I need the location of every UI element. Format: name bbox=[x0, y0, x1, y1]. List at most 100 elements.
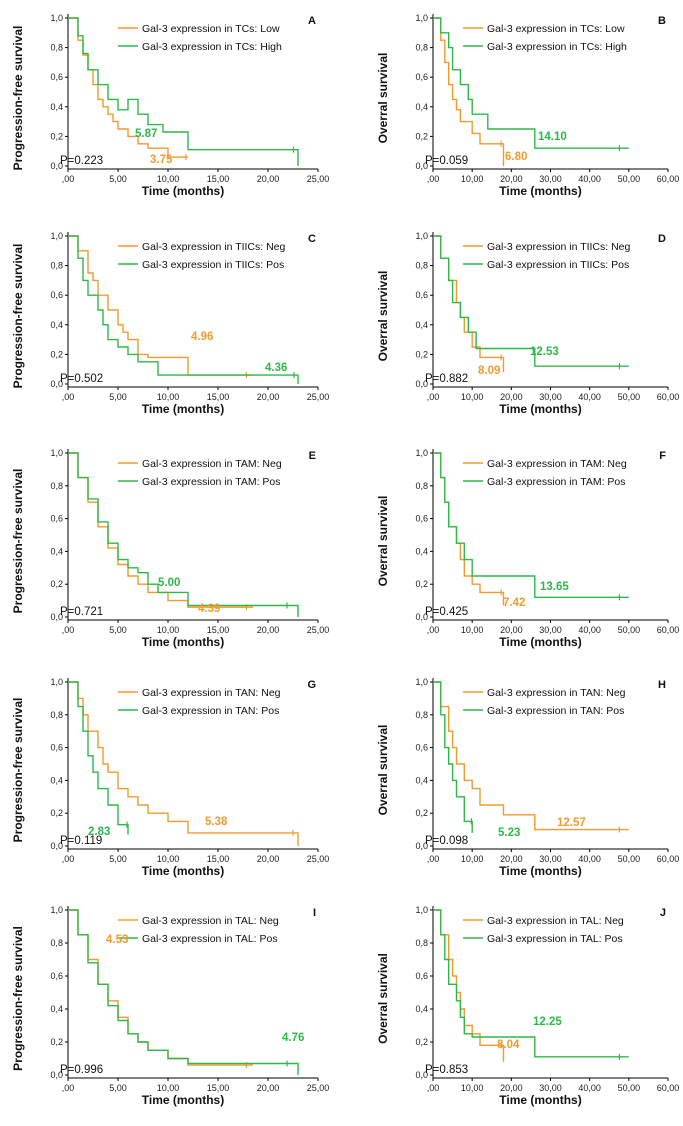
x-tick-label: 30,00 bbox=[539, 174, 562, 184]
km-curve-group2 bbox=[433, 235, 629, 367]
x-tick-label: 5,00 bbox=[109, 174, 127, 184]
p-value: P=0.119 bbox=[60, 835, 102, 847]
x-tick-label: 50,00 bbox=[618, 392, 641, 402]
y-tick-label: 0,0 bbox=[50, 841, 63, 851]
y-tick-label: 0,0 bbox=[50, 379, 63, 389]
y-tick-label: 0,4 bbox=[50, 1004, 63, 1014]
p-value: P=0.425 bbox=[425, 606, 468, 618]
x-tick-label: 60,00 bbox=[657, 174, 680, 184]
median-survival-label: 4.76 bbox=[282, 1032, 304, 1044]
x-axis-title: Time (months) bbox=[142, 184, 224, 198]
median-survival-label: 5.00 bbox=[158, 577, 180, 589]
x-tick-label: 20,00 bbox=[500, 854, 523, 864]
km-curve-group2 bbox=[68, 909, 299, 1075]
x-tick-label: 20,00 bbox=[257, 174, 280, 184]
km-panel-i: 0,0 0,2 0,4 0,6 0,8 1,0 ,00 5,00 10,00 15,00 20,00… bbox=[11, 905, 329, 1107]
x-tick-label: 60,00 bbox=[657, 1083, 680, 1093]
y-tick-label: 0,6 bbox=[50, 971, 63, 981]
y-tick-label: 0,0 bbox=[415, 841, 428, 851]
y-tick-label: 1,0 bbox=[415, 677, 428, 687]
legend-label: Gal-3 expression in TCs: High bbox=[487, 41, 627, 53]
legend-label: Gal-3 expression in TCs: Low bbox=[142, 23, 280, 35]
p-value: P=0.882 bbox=[425, 373, 468, 385]
legend-label: Gal-3 expression in TCs: Low bbox=[487, 23, 625, 35]
panel-letter: I bbox=[313, 907, 316, 919]
p-value: P=0.721 bbox=[60, 606, 103, 618]
x-tick-label: 10,00 bbox=[461, 854, 484, 864]
y-tick-label: 0,6 bbox=[415, 743, 428, 753]
legend-label: Gal-3 expression in TAL: Pos bbox=[487, 933, 623, 945]
x-tick-label: 20,00 bbox=[500, 1083, 523, 1093]
y-tick-label: 0,8 bbox=[50, 481, 63, 491]
x-tick-label: 25,00 bbox=[307, 174, 330, 184]
median-survival-label: 12.53 bbox=[530, 346, 559, 358]
x-tick-label: 20,00 bbox=[257, 1083, 280, 1093]
y-tick-label: 1,0 bbox=[50, 448, 63, 458]
x-tick-label: ,00 bbox=[62, 392, 75, 402]
y-tick-label: 0,4 bbox=[50, 775, 63, 785]
x-tick-label: 10,00 bbox=[461, 1083, 484, 1093]
median-survival-label: 5.38 bbox=[205, 816, 228, 828]
y-tick-label: 0,0 bbox=[415, 379, 428, 389]
x-tick-label: 25,00 bbox=[307, 392, 330, 402]
x-tick-label: 5,00 bbox=[109, 1083, 127, 1093]
km-panel-b: 0,0 0,2 0,4 0,6 0,8 1,0 ,00 10,00 20,00 30,00 40,0… bbox=[376, 13, 679, 198]
km-curve-group2 bbox=[68, 452, 299, 617]
x-tick-label: ,00 bbox=[427, 1083, 440, 1093]
y-tick-label: 0,2 bbox=[415, 349, 428, 359]
km-curve-group2 bbox=[68, 681, 129, 835]
median-survival-label: 4.96 bbox=[191, 331, 213, 343]
x-tick-label: 10,00 bbox=[157, 625, 180, 635]
km-panel-h: 0,0 0,2 0,4 0,6 0,8 1,0 ,00 10,00 20,00 30,00 40,0… bbox=[376, 677, 679, 878]
panel-letter: E bbox=[309, 450, 316, 462]
y-tick-label: 0,2 bbox=[415, 131, 428, 141]
x-tick-label: 15,00 bbox=[207, 625, 230, 635]
y-tick-label: 0,8 bbox=[415, 261, 428, 271]
y-tick-label: 0,2 bbox=[50, 579, 63, 589]
legend-label: Gal-3 expression in TAM: Pos bbox=[487, 476, 626, 488]
km-curve-group2 bbox=[433, 452, 629, 598]
km-curve-group2 bbox=[433, 681, 473, 833]
y-tick-label: 0,8 bbox=[415, 481, 428, 491]
x-axis-title: Time (months) bbox=[499, 864, 581, 878]
x-tick-label: 40,00 bbox=[578, 625, 601, 635]
x-tick-label: 40,00 bbox=[578, 174, 601, 184]
p-value: P=0.059 bbox=[425, 155, 468, 167]
km-panel-g: 0,0 0,2 0,4 0,6 0,8 1,0 ,00 5,00 10,00 15,00 20,00… bbox=[11, 677, 329, 878]
x-axis-title: Time (months) bbox=[499, 184, 581, 198]
x-tick-label: 5,00 bbox=[109, 854, 127, 864]
x-tick-label: 20,00 bbox=[500, 625, 523, 635]
km-panel-f: 0,0 0,2 0,4 0,6 0,8 1,0 ,00 10,00 20,00 30,00 40,0… bbox=[376, 448, 679, 649]
km-panel-c: 0,0 0,2 0,4 0,6 0,8 1,0 ,00 5,00 10,00 15,00 20,00… bbox=[11, 231, 329, 416]
y-tick-label: 0,6 bbox=[50, 72, 63, 82]
km-curve-group2 bbox=[68, 17, 299, 166]
x-tick-label: ,00 bbox=[62, 854, 75, 864]
x-axis-title: Time (months) bbox=[142, 1093, 224, 1107]
legend-label: Gal-3 expression in TAM: Neg bbox=[142, 458, 282, 470]
p-value: P=0.996 bbox=[60, 1064, 103, 1076]
median-survival-label: 2.83 bbox=[88, 826, 110, 838]
legend-label: Gal-3 expression in TAM: Neg bbox=[487, 458, 627, 470]
x-tick-label: 30,00 bbox=[539, 392, 562, 402]
y-tick-label: 0,8 bbox=[50, 710, 63, 720]
x-tick-label: 25,00 bbox=[307, 625, 330, 635]
median-survival-label: 4.39 bbox=[198, 603, 220, 615]
y-tick-label: 0,6 bbox=[415, 290, 428, 300]
x-axis-title: Time (months) bbox=[142, 635, 224, 649]
km-curve-group1 bbox=[433, 909, 505, 1062]
panel-letter: D bbox=[658, 233, 666, 245]
x-tick-label: 5,00 bbox=[109, 625, 127, 635]
x-tick-label: 40,00 bbox=[578, 392, 601, 402]
panel-letter: B bbox=[658, 15, 666, 27]
km-curve-group1 bbox=[68, 17, 188, 158]
median-survival-label: 13.65 bbox=[540, 581, 569, 593]
km-curve-group2 bbox=[433, 909, 629, 1058]
panel-letter: A bbox=[308, 15, 316, 27]
legend-label: Gal-3 expression in TIICs: Pos bbox=[487, 259, 629, 271]
x-tick-label: 40,00 bbox=[578, 854, 601, 864]
y-tick-label: 0,0 bbox=[50, 612, 63, 622]
x-tick-label: 50,00 bbox=[618, 625, 641, 635]
y-tick-label: 1,0 bbox=[50, 13, 63, 23]
y-tick-label: 1,0 bbox=[415, 905, 428, 915]
